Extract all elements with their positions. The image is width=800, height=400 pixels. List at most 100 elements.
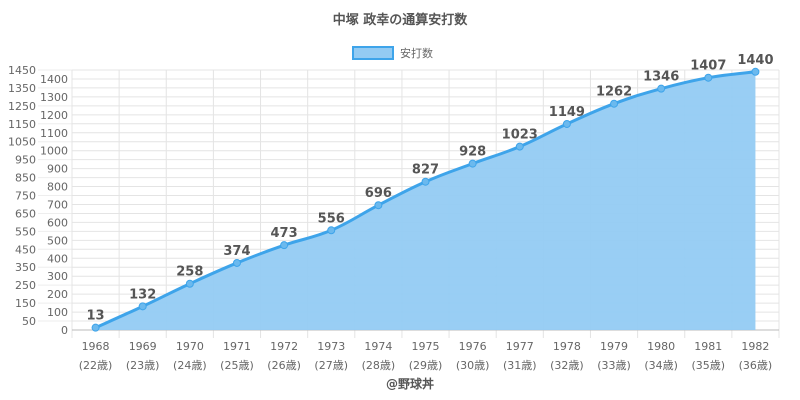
x-tick-sublabel: (28歳) (362, 359, 396, 372)
data-points (91, 67, 760, 332)
data-point[interactable] (468, 159, 477, 168)
data-point[interactable] (327, 226, 336, 235)
x-tick-label: 1976 (459, 340, 487, 353)
y-tick-label: 1200 (40, 109, 68, 122)
data-label: 928 (459, 145, 486, 160)
data-point[interactable] (704, 73, 713, 82)
x-tick-label: 1980 (647, 340, 675, 353)
data-point[interactable] (562, 119, 571, 128)
x-tick-label: 1968 (82, 340, 110, 353)
y-tick-label: 1000 (40, 145, 68, 158)
y-tick-label: 650 (15, 207, 36, 220)
x-tick-sublabel: (32歳) (550, 359, 584, 372)
x-tick-label: 1972 (270, 340, 298, 353)
x-tick-sublabel: (22歳) (79, 359, 113, 372)
data-point[interactable] (751, 67, 760, 76)
data-label: 132 (129, 287, 156, 302)
x-tick-label: 1978 (553, 340, 581, 353)
data-point[interactable] (280, 241, 289, 250)
x-tick-sublabel: (23歳) (126, 359, 160, 372)
data-label: 556 (318, 211, 345, 226)
data-point[interactable] (91, 323, 100, 332)
y-tick-label: 550 (15, 225, 36, 238)
y-tick-label: 900 (47, 163, 68, 176)
x-axis-ticks: 1968 (22歳) 1969 (23歳) 1970 (24歳) 1971 (25歳) 1972… (79, 340, 772, 372)
x-tick-label: 1973 (317, 340, 345, 353)
x-tick-sublabel: (34歳) (644, 359, 678, 372)
data-label: 1023 (502, 128, 538, 143)
data-point[interactable] (185, 279, 194, 288)
y-tick-label: 250 (15, 279, 36, 292)
y-tick-label: 150 (15, 297, 36, 310)
x-tick-label: 1974 (364, 340, 392, 353)
data-point[interactable] (374, 201, 383, 210)
x-tick-label: 1979 (600, 340, 628, 353)
chart-title: 中塚 政幸の通算安打数 (333, 12, 469, 28)
y-tick-label: 950 (15, 154, 36, 167)
x-tick-label: 1982 (741, 340, 769, 353)
x-tick-sublabel: (24歳) (173, 359, 207, 372)
y-tick-label: 1100 (40, 127, 68, 140)
y-tick-label: 700 (47, 198, 68, 211)
y-tick-label: 1350 (8, 82, 36, 95)
y-tick-label: 1050 (8, 136, 36, 149)
y-tick-label: 850 (15, 172, 36, 185)
x-tick-label: 1981 (694, 340, 722, 353)
x-tick-label: 1971 (223, 340, 251, 353)
x-tick-label: 1977 (506, 340, 534, 353)
x-tick-sublabel: (26歳) (267, 359, 301, 372)
x-tick-label: 1969 (129, 340, 157, 353)
data-point[interactable] (657, 84, 666, 93)
data-label: 374 (223, 244, 250, 259)
legend-label: 安打数 (400, 46, 433, 60)
x-tick-sublabel: (25歳) (220, 359, 254, 372)
data-label: 258 (176, 265, 203, 280)
y-tick-label: 1400 (40, 73, 68, 86)
data-labels: 13 132 258 374 473 556 696 827 928 1023 1149 1262 13… (87, 53, 774, 324)
data-point[interactable] (232, 258, 241, 267)
y-tick-label: 200 (47, 288, 68, 301)
data-point[interactable] (421, 177, 430, 186)
y-tick-label: 350 (15, 261, 36, 274)
legend-swatch (352, 46, 394, 60)
y-tick-label: 1450 (8, 64, 36, 77)
x-tick-sublabel: (29歳) (409, 359, 443, 372)
y-tick-label: 1300 (40, 91, 68, 104)
data-label: 13 (87, 309, 105, 324)
y-tick-label: 50 (22, 315, 36, 328)
area-fill (95, 71, 756, 331)
y-tick-label: 1250 (8, 100, 36, 113)
legend[interactable]: 安打数 (352, 46, 433, 60)
y-tick-label: 0 (61, 324, 68, 337)
y-tick-label: 300 (47, 270, 68, 283)
data-label: 1407 (690, 59, 726, 74)
credit-text: @野球丼 (386, 376, 434, 391)
x-tick-sublabel: (27歳) (314, 359, 348, 372)
x-tick-label: 1975 (412, 340, 440, 353)
x-tick-sublabel: (36歳) (739, 359, 773, 372)
data-label: 827 (412, 163, 439, 178)
data-label: 1440 (737, 53, 773, 68)
x-tick-sublabel: (30歳) (456, 359, 490, 372)
data-label: 1346 (643, 70, 679, 85)
x-tick-sublabel: (31歳) (503, 359, 537, 372)
data-label: 696 (365, 186, 392, 201)
data-label: 1262 (596, 85, 632, 100)
y-tick-label: 600 (47, 216, 68, 229)
x-tick-label: 1970 (176, 340, 204, 353)
data-label: 1149 (549, 105, 585, 120)
data-point[interactable] (138, 302, 147, 311)
data-point[interactable] (515, 142, 524, 151)
data-point[interactable] (610, 99, 619, 108)
y-tick-label: 450 (15, 243, 36, 256)
y-tick-label: 750 (15, 190, 36, 203)
x-tick-sublabel: (35歳) (692, 359, 726, 372)
y-tick-label: 500 (47, 234, 68, 247)
data-label: 473 (271, 226, 298, 241)
y-tick-label: 400 (47, 252, 68, 265)
y-tick-label: 800 (47, 181, 68, 194)
y-tick-label: 1150 (8, 118, 36, 131)
y-axis-ticks: 0 50 100 150 200 250 300 350 400 450 500 550 600 650 7… (8, 64, 68, 337)
x-tick-sublabel: (33歳) (597, 359, 631, 372)
